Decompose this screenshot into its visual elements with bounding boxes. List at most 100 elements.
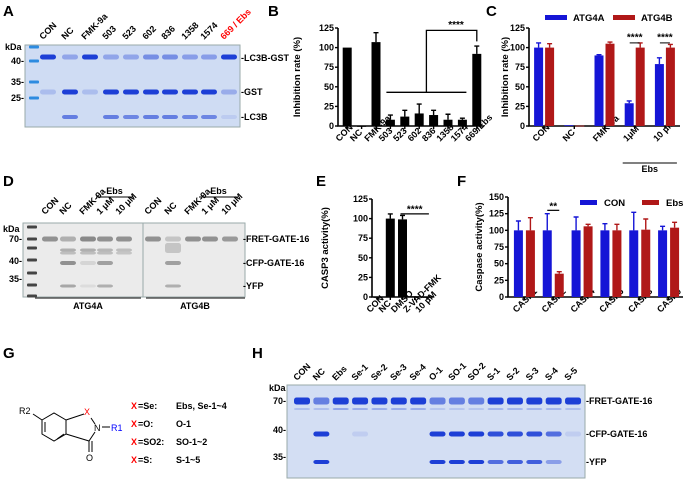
protein-band: [116, 251, 132, 255]
lane-label: 836: [159, 24, 177, 42]
bar-ATG4A: [534, 47, 544, 126]
o-atom: O: [86, 453, 93, 463]
axes: [337, 28, 484, 127]
error-bar: [614, 223, 620, 231]
error-bar: [445, 113, 451, 120]
marker-label: 70-: [273, 396, 286, 406]
protein-band: [390, 397, 407, 405]
error-bar: [515, 220, 521, 231]
lane-label: NC: [59, 25, 76, 42]
marker-band: [27, 294, 37, 298]
band-label: -FRET-GATE-16: [243, 234, 309, 244]
error-bar: [431, 109, 437, 116]
protein-band: [526, 408, 543, 410]
protein-band: [332, 408, 349, 410]
y-axis-label: Inhibition rate (%): [292, 37, 303, 117]
lane-label: NC: [311, 366, 328, 383]
protein-band: [165, 243, 181, 253]
kda-label: kDa: [5, 42, 23, 52]
lane-label: Se-3: [388, 362, 409, 383]
protein-band: [545, 431, 562, 437]
protein-band: [487, 460, 504, 464]
protein-band: [410, 397, 427, 405]
protein-band: [80, 261, 96, 265]
protein-band: [429, 431, 446, 437]
legend-label: ATG4A: [573, 13, 605, 24]
protein-band: [448, 460, 465, 464]
band-label: -LC3B: [241, 112, 268, 122]
y-tick-label: 100: [353, 214, 368, 224]
error-bar: [387, 213, 393, 219]
protein-band: [143, 89, 159, 95]
marker-label: 35-: [9, 274, 22, 284]
marker-band: [27, 258, 37, 262]
panel-label-f: F: [457, 173, 466, 190]
protein-band: [313, 408, 330, 410]
band-label: -CFP-GATE-16: [243, 258, 304, 268]
protein-band: [565, 431, 582, 437]
protein-band: [123, 89, 139, 95]
lane-label: CON: [37, 20, 58, 41]
protein-band: [42, 236, 58, 242]
protein-band: [371, 397, 388, 405]
protein-band: [410, 408, 427, 410]
protein-band: [429, 397, 446, 405]
band-label: -YFP: [243, 281, 264, 291]
marker-band: [27, 246, 37, 250]
bar-ATG4B: [665, 47, 675, 126]
y-tick-label: 125: [510, 23, 525, 33]
protein-band: [429, 408, 446, 410]
protein-band: [60, 284, 76, 288]
lane-label: O-1: [427, 365, 445, 383]
lane-label-atg4b: CON: [142, 195, 163, 216]
bar-ATG4B: [605, 43, 615, 126]
protein-band: [468, 431, 485, 437]
bar-10 μM: [422, 297, 432, 298]
substituent-list: X =Se: Ebs, Se-1~4X =O: O-1X =SO2: SO-1~2X =S: S…: [131, 401, 227, 465]
protein-band: [221, 89, 237, 95]
x-tick-label: NC: [561, 127, 578, 144]
error-bar: [573, 216, 579, 231]
protein-band: [487, 397, 504, 405]
error-bar: [631, 211, 637, 231]
protein-band: [506, 431, 523, 437]
error-bar: [556, 270, 562, 274]
lane-label: S-3: [524, 365, 541, 382]
lane-label: 602: [140, 24, 158, 42]
marker-band: [29, 45, 39, 49]
protein-band: [103, 89, 119, 95]
protein-band: [506, 397, 523, 405]
bar-602: [414, 113, 424, 126]
protein-band: [506, 460, 523, 464]
y-tick-label: 25: [515, 101, 525, 111]
lane-label: CON: [291, 361, 312, 382]
protein-band: [103, 54, 119, 60]
marker-label: 40-: [11, 56, 24, 66]
protein-band: [294, 397, 310, 405]
protein-band: [448, 397, 465, 405]
marker-label: 35-: [11, 77, 24, 87]
lane-label: 523: [120, 24, 138, 42]
y-axis-label: CASP3 activity(%): [320, 207, 331, 289]
significance-label: ****: [627, 33, 643, 44]
lane-label: 1574: [198, 20, 219, 41]
bar-Ebs: [612, 230, 622, 297]
bar-DMSO: [398, 219, 407, 297]
protein-band: [60, 251, 76, 255]
protein-band: [62, 115, 78, 119]
chemical-structure: [32, 412, 110, 452]
bar-ATG4A: [654, 64, 664, 126]
legend-swatch: [642, 200, 659, 205]
lane-label-atg4a: CON: [39, 195, 60, 216]
legend-swatch: [580, 200, 597, 205]
protein-band: [468, 408, 485, 410]
protein-band: [145, 236, 161, 242]
protein-band: [313, 460, 330, 464]
marker-band: [27, 225, 37, 229]
y-tick-label: 0: [329, 121, 334, 131]
protein-band: [487, 431, 504, 437]
lane-label: Ebs: [330, 364, 349, 383]
y-tick-label: 100: [489, 225, 504, 235]
lane-label: Se-1: [349, 362, 370, 383]
legend-label: CON: [604, 198, 625, 209]
